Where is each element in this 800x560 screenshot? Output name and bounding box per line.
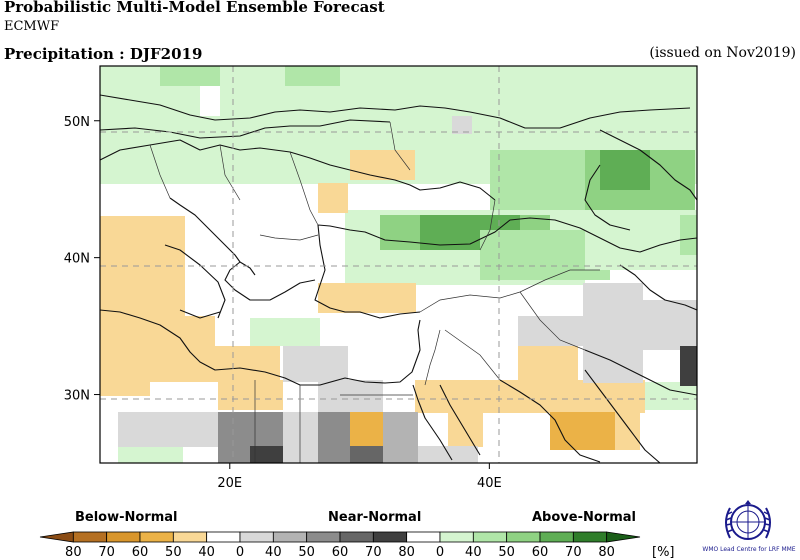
near-normal-cell [283,412,318,463]
legend-tick-label: 40 [198,545,215,560]
legend-tick-label: 40 [465,545,482,560]
near-normal-cell [118,412,218,447]
near-normal-label: Near-Normal [328,510,422,525]
legend-tick-label: 60 [532,545,549,560]
legend-tick-label: 40 [265,545,282,560]
above-normal-cell [160,66,220,86]
above-normal-cell [250,318,320,346]
legend-tick-label: 70 [365,545,382,560]
below-normal-cell [448,412,483,447]
below-normal-cell [218,380,283,410]
below-normal-cell [518,346,578,382]
legend-swatch [306,531,341,543]
legend-tick-label: 60 [332,545,349,560]
near-normal-cell [383,412,418,463]
below-normal-cell [550,412,615,450]
legend-swatch [406,531,441,543]
near-normal-cell [518,316,583,346]
above-normal-cell [645,382,697,410]
legend-tick-label: 0 [236,545,244,560]
color-legend: 80 70 60 50 40 0 40 50 60 70 80 0 40 50 60 70 80 [%] [39,531,675,560]
logo-caption: WMO Lead Centre for LRF MME [702,546,796,553]
near-normal-cell [452,116,472,134]
legend-tick-label: 0 [436,545,444,560]
near-normal-cell [350,446,383,463]
below-normal-label: Below-Normal [75,510,178,525]
near-normal-cell [318,412,350,463]
lat-tick-label: 50N [64,115,90,130]
lat-tick-label: 30N [64,389,90,404]
legend-tick-label: 80 [598,545,615,560]
legend-tick-label: 80 [65,545,82,560]
map-area [100,66,697,463]
near-normal-cell [583,283,643,383]
below-normal-cell [100,216,185,346]
legend-swatch [472,531,508,543]
below-normal-cell [100,346,150,396]
near-normal-cell [680,346,697,386]
legend-swatch [339,531,374,543]
map-title: Probabilistic Multi-Model Ensemble Forec… [4,0,385,16]
above-normal-cell [118,446,183,463]
map-frame [99,65,698,464]
lon-tick-label: 20E [217,476,242,491]
above-normal-cell [600,150,650,190]
legend-swatch [139,531,174,543]
legend-tick-label: 50 [498,545,515,560]
near-normal-cell [318,380,383,412]
legend-tick-label: 50 [298,545,315,560]
above-normal-cell [680,215,697,255]
legend-tick-label: 80 [398,545,415,560]
below-normal-cell [350,412,383,448]
below-normal-cell [185,316,215,348]
legend-swatch [172,531,208,543]
legend-swatch [272,531,308,543]
legend-swatch [572,531,608,543]
below-normal-cell [350,150,415,180]
legend-swatch [539,531,574,543]
legend-swatch [506,531,541,543]
lon-tick-label: 40E [477,476,502,491]
coastlines [100,94,697,463]
probability-cells [100,66,697,463]
legend-swatch [39,531,74,543]
near-normal-cell [418,446,478,463]
below-normal-cell [318,183,348,213]
legend-tick-label: 70 [98,545,115,560]
near-normal-cell [283,346,348,382]
legend-tick-label: 50 [165,545,182,560]
below-normal-cell [318,283,416,313]
axis-ticks: 50N 40N 30N 20E 40E [64,115,502,491]
normal-gap [320,184,490,210]
product-title: Precipitation : DJF2019 [4,45,203,63]
issued-date: (issued on Nov2019) [649,45,796,61]
borders [149,121,600,463]
graticule [100,66,697,463]
legend-tick-label: 70 [565,545,582,560]
lat-tick-label: 40N [64,252,90,267]
legend-swatch [239,531,274,543]
above-normal-label: Above-Normal [532,510,636,525]
above-normal-cell [285,66,340,86]
legend-swatch [439,531,474,543]
wmo-logo-icon [725,500,771,540]
below-normal-cell [150,346,280,382]
legend-swatch [106,531,141,543]
legend-swatch [606,531,641,543]
near-normal-cell [250,446,285,463]
legend-swatch [372,531,408,543]
model-name: ECMWF [4,19,60,34]
above-normal-cell [490,150,585,220]
normal-gap [100,184,320,216]
legend-swatch [72,531,108,543]
below-normal-cell [415,380,645,413]
normal-gap [200,86,220,116]
near-normal-cell [643,300,697,350]
legend-tick-label: 60 [132,545,149,560]
legend-swatch [206,531,241,543]
legend-unit: [%] [652,545,675,560]
